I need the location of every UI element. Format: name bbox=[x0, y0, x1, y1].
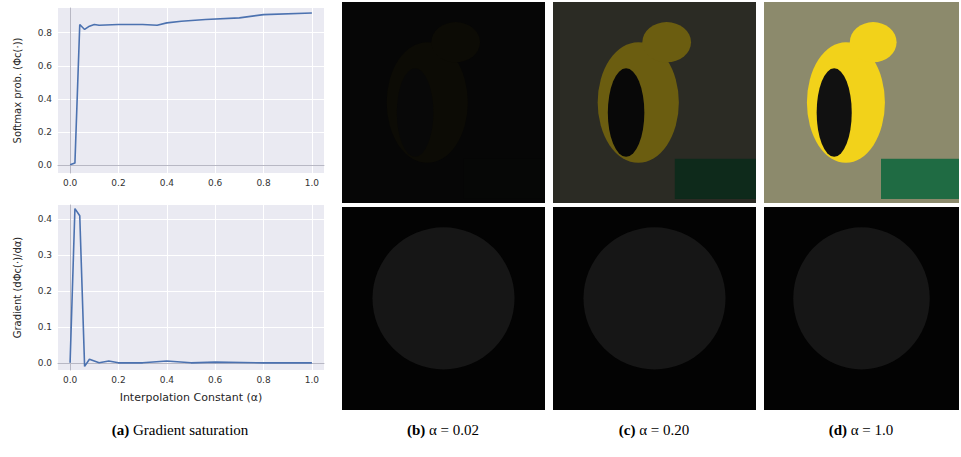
svg-text:0.0: 0.0 bbox=[63, 375, 78, 385]
svg-text:0.4: 0.4 bbox=[38, 94, 53, 104]
svg-text:0.3: 0.3 bbox=[38, 250, 52, 260]
svg-text:0.0: 0.0 bbox=[38, 160, 53, 170]
svg-text:0.0: 0.0 bbox=[63, 178, 78, 188]
svg-text:Softmax prob. (Φc(·)): Softmax prob. (Φc(·)) bbox=[12, 37, 23, 143]
svg-text:0.8: 0.8 bbox=[256, 178, 271, 188]
html-text:(b) α = 0.02: (b) α = 0.02 bbox=[406, 422, 480, 438]
svg-text:0.4: 0.4 bbox=[160, 178, 175, 188]
svg-text:0.4: 0.4 bbox=[38, 214, 53, 224]
html-text:(d) α = 1.0: (d) α = 1.0 bbox=[828, 422, 894, 438]
svg-text:0.6: 0.6 bbox=[38, 61, 53, 71]
svg-text:0.2: 0.2 bbox=[38, 286, 52, 296]
svg-text:0.6: 0.6 bbox=[208, 178, 223, 188]
svg-text:0.2: 0.2 bbox=[111, 178, 125, 188]
svg-text:0.2: 0.2 bbox=[38, 127, 52, 137]
svg-text:0.2: 0.2 bbox=[111, 375, 125, 385]
svg-text:0.0: 0.0 bbox=[38, 358, 53, 368]
svg-text:1.0: 1.0 bbox=[305, 178, 320, 188]
svg-text:Gradient (dΦc(·)/dα): Gradient (dΦc(·)/dα) bbox=[12, 237, 23, 339]
svg-text:0.6: 0.6 bbox=[208, 375, 223, 385]
html-text:(a) Gradient saturation: (a) Gradient saturation bbox=[111, 422, 249, 438]
svg-text:0.4: 0.4 bbox=[160, 375, 175, 385]
svg-text:1.0: 1.0 bbox=[305, 375, 320, 385]
svg-text:0.8: 0.8 bbox=[256, 375, 271, 385]
svg-text:Interpolation Constant (α): Interpolation Constant (α) bbox=[120, 391, 263, 404]
html-text:(c) α = 0.20: (c) α = 0.20 bbox=[618, 422, 690, 438]
svg-text:0.8: 0.8 bbox=[38, 28, 53, 38]
svg-text:0.1: 0.1 bbox=[38, 322, 52, 332]
